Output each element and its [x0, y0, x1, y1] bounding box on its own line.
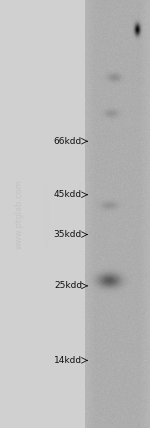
Text: 14kdd: 14kdd	[54, 356, 82, 365]
Bar	[0, 0, 85, 428]
Text: www.ptglab.com: www.ptglab.com	[42, 179, 51, 249]
Text: 45kdd: 45kdd	[54, 190, 82, 199]
Text: 35kdd: 35kdd	[54, 230, 82, 239]
Text: www.ptglab.com: www.ptglab.com	[14, 179, 23, 249]
Text: 25kdd: 25kdd	[54, 281, 82, 291]
Text: 66kdd: 66kdd	[54, 137, 82, 146]
